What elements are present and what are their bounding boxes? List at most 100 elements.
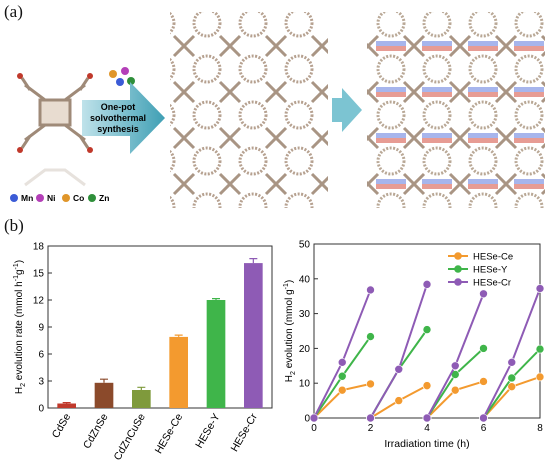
line-hese-cr-cycle-4 — [482, 288, 541, 419]
bar-hese-cr — [244, 263, 263, 408]
bar-cdse — [57, 403, 76, 408]
bar-x-tick-label-cdznse: CdZnSe — [81, 411, 111, 450]
metal-ion-co — [109, 70, 117, 78]
legend-label-hese-cr: HESe-Cr — [473, 278, 511, 289]
panel-label-b: (b) — [4, 216, 24, 235]
point-hese-y — [422, 325, 432, 334]
line-y-tick-label: 0 — [304, 414, 310, 425]
bar-cdznse — [94, 382, 114, 408]
point-hese-cr — [309, 413, 319, 423]
legend-label-hese-ce: HESe-Ce — [473, 252, 513, 263]
line-x-axis-label: Irradiation time (h) — [384, 438, 469, 450]
point-hese-cr — [337, 358, 347, 367]
arrow-text-line-2: solvothermal — [90, 113, 146, 123]
point-hese-y — [479, 344, 488, 353]
point-hese-ce — [479, 377, 488, 386]
point-hese-y — [366, 332, 375, 341]
linker-reflection — [24, 168, 86, 187]
bar-y-tick-label: 15 — [33, 269, 45, 280]
framework-structure-2 — [367, 12, 545, 208]
metal-legend-label-co: Co — [73, 193, 84, 203]
bar-x-tick-label-cdse: CdSe — [50, 411, 74, 440]
bar-cdzncuse — [132, 390, 151, 408]
line-x-tick-label: 6 — [481, 423, 487, 434]
metal-legend: Mn Ni Co Zn — [10, 193, 109, 203]
framework-structure-1 — [170, 12, 328, 208]
point-hese-cr — [366, 413, 375, 423]
point-hese-y — [507, 373, 517, 383]
line-y-tick-label: 50 — [299, 240, 311, 251]
synthesis-arrow — [82, 82, 165, 154]
bar-x-tick-label-hese-y: HESe-Y — [193, 412, 222, 451]
bar-chart-frame — [47, 245, 273, 409]
error-bar-hese-y — [212, 298, 220, 300]
line-y-axis-label: H2 evolution (mmol g-1) — [283, 280, 297, 382]
arrow-text-line-1: One-pot — [101, 102, 136, 112]
line-x-tick-label: 0 — [311, 423, 317, 434]
bar-y-tick-label: 6 — [38, 350, 44, 361]
point-hese-cr — [479, 289, 488, 299]
legend-label-hese-y: HESe-Y — [473, 265, 508, 276]
point-hese-cr — [450, 361, 460, 371]
bar-hese-y — [206, 300, 226, 408]
point-hese-ce — [450, 385, 460, 395]
line-y-tick-label: 40 — [299, 274, 311, 285]
point-hese-ce — [422, 381, 432, 390]
bar-y-tick-label: 12 — [33, 296, 45, 307]
point-hese-ce — [507, 382, 517, 391]
line-hese-cr-cycle-1 — [313, 289, 372, 419]
metal-legend-label-mn: Mn — [21, 193, 33, 203]
point-hese-cr — [507, 358, 517, 367]
point-hese-cr — [366, 285, 375, 295]
point-hese-cr — [535, 284, 545, 293]
point-hese-ce — [535, 372, 545, 382]
synthesis-scheme: One-pot solvothermal synthesis Mn Ni Co Zn — [10, 12, 545, 208]
line-chart: 0 2 4 6 8 0 10 20 30 40 50 Irradiation time (h) H2 e… — [283, 240, 545, 450]
bar-x-tick-label-cdzncuse: CdZnCuSe — [112, 411, 148, 462]
line-y-tick-label: 10 — [299, 379, 311, 390]
metal-legend-label-ni: Ni — [47, 193, 56, 203]
point-hese-ce — [394, 396, 404, 405]
point-hese-cr — [394, 364, 404, 374]
point-hese-ce — [366, 379, 375, 389]
linker-molecule — [17, 73, 93, 153]
point-hese-y — [535, 344, 545, 354]
bar-x-tick-label-hese-ce: HESe-Ce — [153, 411, 186, 456]
metal-ion-zn — [127, 77, 135, 85]
line-x-tick-label: 4 — [424, 423, 430, 434]
line-x-tick-label: 2 — [368, 423, 374, 434]
point-hese-cr — [422, 280, 432, 289]
error-bar-hese-cr — [249, 258, 258, 264]
line-x-tick-label: 8 — [537, 423, 543, 434]
bar-hese-ce — [169, 336, 188, 408]
metal-legend-dot-co — [62, 194, 70, 202]
line-y-tick-label: 20 — [299, 344, 311, 355]
error-bar-cdse — [62, 402, 71, 404]
bar-y-tick-label: 18 — [33, 242, 45, 253]
metal-ion-mn — [116, 78, 124, 86]
metal-legend-label-zn: Zn — [99, 193, 109, 203]
arrow-text-line-3: synthesis — [97, 124, 139, 134]
transition-arrow — [332, 88, 362, 132]
metal-legend-dot-ni — [36, 194, 44, 202]
error-bar-cdznse — [100, 378, 108, 383]
legend-marker-hese-ce — [454, 252, 462, 260]
bar-chart: 0 3 6 9 12 15 18 H2 evolution rate (mmol h-1g-1… — [13, 242, 273, 462]
metal-legend-dot-mn — [10, 194, 18, 202]
bar-x-tick-label-hese-cr: HESe-Cr — [229, 411, 261, 454]
bar-y-axis-label: H2 evolution rate (mmol h-1g-1) — [13, 260, 27, 394]
bar-y-tick-label: 0 — [38, 404, 44, 415]
bar-y-tick-label: 3 — [38, 377, 44, 388]
line-y-tick-label: 30 — [299, 309, 311, 320]
error-bar-cdzncuse — [137, 386, 146, 390]
legend-marker-hese-y — [454, 265, 462, 273]
point-hese-ce — [337, 385, 347, 395]
point-hese-cr — [422, 413, 432, 423]
point-hese-y — [337, 371, 347, 381]
metal-legend-dot-zn — [88, 194, 96, 202]
panel-label-a: (a) — [4, 2, 23, 21]
bar-y-tick-label: 9 — [38, 323, 44, 334]
legend-marker-hese-cr — [454, 278, 462, 286]
error-bar-hese-ce — [174, 334, 183, 337]
point-hese-cr — [479, 413, 488, 423]
